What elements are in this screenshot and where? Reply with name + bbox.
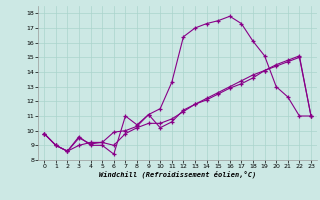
X-axis label: Windchill (Refroidissement éolien,°C): Windchill (Refroidissement éolien,°C) [99,171,256,178]
